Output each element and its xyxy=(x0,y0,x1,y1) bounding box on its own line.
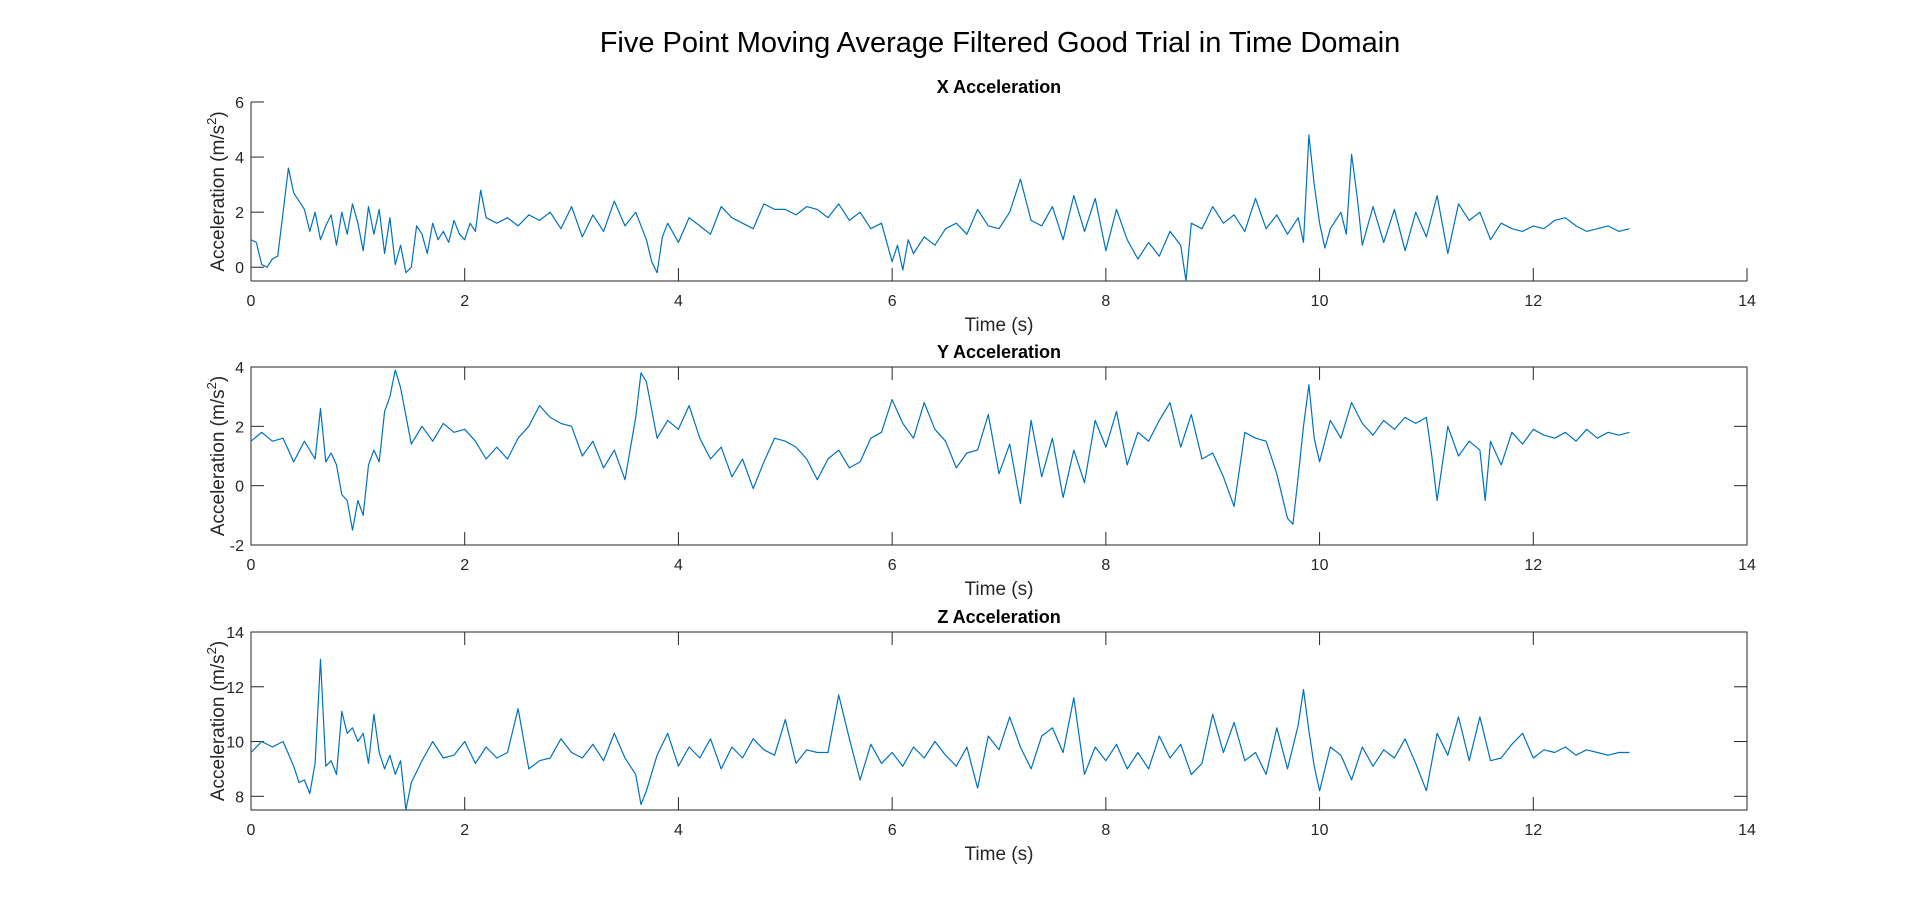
z-acc-y-tick-label: 8 xyxy=(235,789,244,806)
x-acc-x-axis-label: Time (s) xyxy=(965,315,1034,336)
z-acc-x-axis-label: Time (s) xyxy=(965,844,1034,865)
figure-title: Five Point Moving Average Filtered Good … xyxy=(600,27,1401,59)
z-acc-y-tick-label: 14 xyxy=(226,625,244,642)
x-acc-subplot-title: X Acceleration xyxy=(937,77,1061,97)
y-acc-y-axis-label-superscript: 2 xyxy=(204,382,219,389)
z-acc-x-tick-label: 6 xyxy=(888,822,897,839)
z-acc-x-tick-label: 8 xyxy=(1101,822,1110,839)
y-acc-x-tick-label: 6 xyxy=(888,557,897,574)
z-acc-y-tick-label: 10 xyxy=(226,735,244,752)
z-acc-x-tick-label: 14 xyxy=(1738,822,1756,839)
z-acc-subplot-title: Z Acceleration xyxy=(937,607,1060,627)
y-acc-y-axis-label-close: ) xyxy=(208,376,229,382)
z-acc-x-tick-label: 4 xyxy=(674,822,683,839)
x-acc-y-axis-label-close: ) xyxy=(208,111,229,117)
x-acc-x-tick-label: 0 xyxy=(247,293,256,310)
y-acc-y-axis-label: Acceleration (m/s2) xyxy=(204,376,229,536)
y-acc-x-tick-label: 10 xyxy=(1311,557,1329,574)
y-acc-axes-box xyxy=(250,366,1748,546)
y-acc-x-tick-label: 8 xyxy=(1101,557,1110,574)
x-acceleration-axes: X Acceleration 0 2 4 6 8 10 12 14 0 2 4 6 Time (s) Acc… xyxy=(204,77,1756,336)
z-acc-y-tick-label: 12 xyxy=(226,680,244,697)
y-acc-x-tick-label: 14 xyxy=(1738,557,1756,574)
z-acc-x-tick-label: 2 xyxy=(460,822,469,839)
x-acc-x-tick-label: 8 xyxy=(1101,293,1110,310)
x-acc-x-tick-label: 2 xyxy=(460,293,469,310)
z-acc-x-tick-label: 0 xyxy=(247,822,256,839)
x-acc-y-axis-label-text: Acceleration (m/s xyxy=(208,125,229,272)
x-acc-y-tick-label: 2 xyxy=(235,205,244,222)
x-acc-x-tick-label: 10 xyxy=(1311,293,1329,310)
y-acc-x-tick-label: 2 xyxy=(460,557,469,574)
x-acc-y-axis-label-superscript: 2 xyxy=(204,118,219,125)
y-acc-x-tick-label: 12 xyxy=(1524,557,1542,574)
x-acc-x-tick-label: 14 xyxy=(1738,293,1756,310)
z-acc-y-axis-label: Acceleration (m/s2) xyxy=(204,641,229,801)
x-acc-y-tick-label: 4 xyxy=(235,150,244,167)
y-acc-y-tick-label: -2 xyxy=(230,538,244,555)
x-acc-x-tick-label: 6 xyxy=(888,293,897,310)
y-acc-x-axis-label: Time (s) xyxy=(965,579,1034,600)
x-acc-x-tick-label: 4 xyxy=(674,293,683,310)
x-acc-y-tick-label: 0 xyxy=(235,260,244,277)
x-acc-y-axis-label: Acceleration (m/s2) xyxy=(204,111,229,271)
y-acc-y-axis-label-text: Acceleration (m/s xyxy=(208,389,229,536)
y-acc-y-tick-label: 2 xyxy=(235,419,244,436)
z-acc-x-tick-label: 10 xyxy=(1311,822,1329,839)
z-acc-y-axis-label-superscript: 2 xyxy=(204,647,219,654)
x-acc-y-tick-label: 6 xyxy=(235,95,244,112)
y-acc-subplot-title: Y Acceleration xyxy=(937,342,1061,362)
x-acc-x-tick-label: 12 xyxy=(1524,293,1542,310)
y-acc-series-line xyxy=(250,369,1630,531)
z-acc-y-axis-label-text: Acceleration (m/s xyxy=(208,654,229,801)
y-acc-y-tick-label: 4 xyxy=(235,360,244,377)
z-acceleration-axes: Z Acceleration 0 2 4 6 8 10 12 14 8 10 12 14 Time (s)… xyxy=(204,607,1756,865)
z-acc-y-axis-label-close: ) xyxy=(208,641,229,647)
z-acc-axes-box xyxy=(250,631,1748,811)
y-acc-x-tick-label: 4 xyxy=(674,557,683,574)
x-acc-series-line xyxy=(250,134,1630,282)
z-acc-series-line xyxy=(250,658,1630,811)
z-acc-x-tick-label: 12 xyxy=(1524,822,1542,839)
y-acc-x-tick-label: 0 xyxy=(247,557,256,574)
y-acc-y-tick-label: 0 xyxy=(235,479,244,496)
